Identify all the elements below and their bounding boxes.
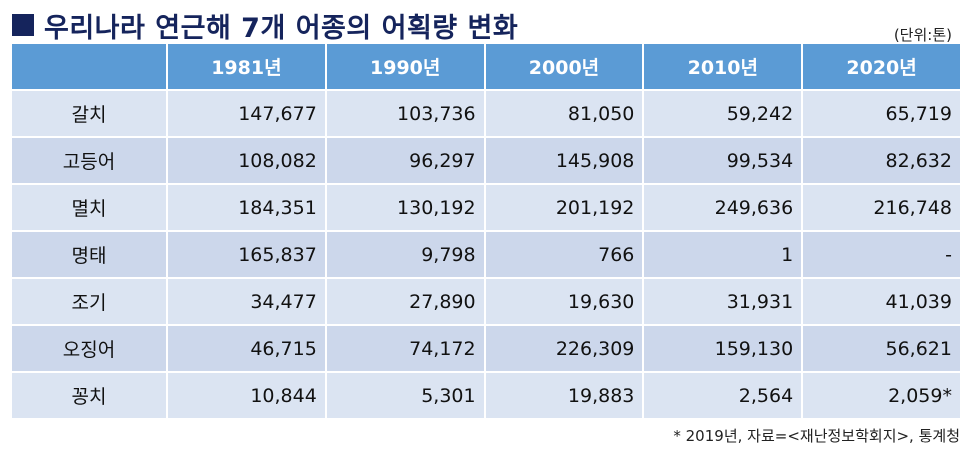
- cell-value: 1: [642, 230, 804, 279]
- cell-value: 96,297: [324, 136, 486, 185]
- cell-value: 766: [483, 230, 645, 279]
- table-row: 오징어 46,715 74,172 226,309 159,130 56,621: [10, 324, 962, 373]
- table-row: 조기 34,477 27,890 19,630 31,931 41,039: [10, 277, 962, 326]
- table-row: 명태 165,837 9,798 766 1 -: [10, 230, 962, 279]
- cell-value: 31,931: [642, 277, 804, 326]
- cell-value: 226,309: [483, 324, 645, 373]
- cell-value: 108,082: [166, 136, 327, 185]
- cell-value: 41,039: [801, 277, 962, 326]
- fish-name: 고등어: [10, 136, 168, 185]
- table-row: 멸치 184,351 130,192 201,192 249,636 216,7…: [10, 183, 962, 232]
- cell-value: 216,748: [801, 183, 962, 232]
- cell-value: 9,798: [324, 230, 486, 279]
- page-title: 우리나라 연근해 7개 어종의 어획량 변화: [44, 13, 519, 44]
- header-2000: 2000년: [483, 42, 645, 91]
- cell-value: 46,715: [166, 324, 327, 373]
- fish-name: 조기: [10, 277, 168, 326]
- cell-value: 19,883: [483, 371, 645, 420]
- catch-table: 1981년 1990년 2000년 2010년 2020년 갈치 147,677…: [10, 42, 962, 420]
- cell-value: -: [801, 230, 962, 279]
- table-row: 갈치 147,677 103,736 81,050 59,242 65,719: [10, 89, 962, 138]
- cell-value: 56,621: [801, 324, 962, 373]
- cell-value: 145,908: [483, 136, 645, 185]
- cell-value: 103,736: [324, 89, 486, 138]
- table-row: 꽁치 10,844 5,301 19,883 2,564 2,059*: [10, 371, 962, 420]
- title-row: 우리나라 연근해 7개 어종의 어획량 변화 (단위:톤): [10, 6, 960, 44]
- cell-value: 34,477: [166, 277, 327, 326]
- fish-name: 갈치: [10, 89, 168, 138]
- header-2020: 2020년: [801, 42, 962, 91]
- cell-value: 99,534: [642, 136, 804, 185]
- cell-value: 19,630: [483, 277, 645, 326]
- cell-value: 2,564: [642, 371, 804, 420]
- cell-value: 249,636: [642, 183, 804, 232]
- header-blank: [10, 42, 168, 91]
- cell-value: 159,130: [642, 324, 804, 373]
- cell-value: 82,632: [801, 136, 962, 185]
- header-1990: 1990년: [324, 42, 486, 91]
- cell-value: 81,050: [483, 89, 645, 138]
- header-1981: 1981년: [166, 42, 327, 91]
- cell-value: 184,351: [166, 183, 327, 232]
- cell-value: 165,837: [166, 230, 327, 279]
- unit-label: (단위:톤): [893, 26, 952, 44]
- fish-name: 멸치: [10, 183, 168, 232]
- fish-name: 명태: [10, 230, 168, 279]
- cell-value: 5,301: [324, 371, 486, 420]
- cell-value: 2,059*: [801, 371, 962, 420]
- source-footnote: * 2019년, 자료=<재난정보학회지>, 통계청: [673, 427, 960, 445]
- cell-value: 130,192: [324, 183, 486, 232]
- cell-value: 59,242: [642, 89, 804, 138]
- cell-value: 65,719: [801, 89, 962, 138]
- title-square-icon: [12, 14, 34, 36]
- header-2010: 2010년: [642, 42, 804, 91]
- fish-name: 꽁치: [10, 371, 168, 420]
- cell-value: 10,844: [166, 371, 327, 420]
- table-row: 고등어 108,082 96,297 145,908 99,534 82,632: [10, 136, 962, 185]
- cell-value: 74,172: [324, 324, 486, 373]
- cell-value: 147,677: [166, 89, 327, 138]
- header-row: 1981년 1990년 2000년 2010년 2020년: [10, 42, 962, 91]
- cell-value: 201,192: [483, 183, 645, 232]
- cell-value: 27,890: [324, 277, 486, 326]
- fish-name: 오징어: [10, 324, 168, 373]
